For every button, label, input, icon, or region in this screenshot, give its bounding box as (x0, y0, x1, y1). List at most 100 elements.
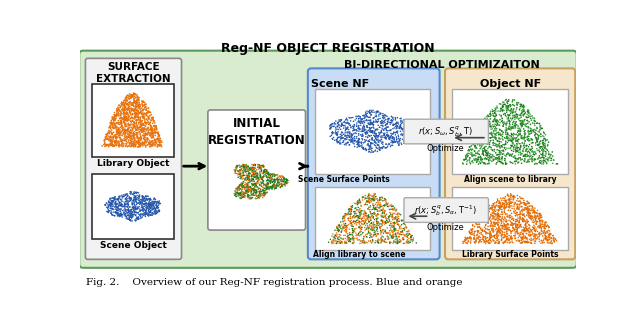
Point (154, 208, 164, 213)
Point (152, 203, 162, 208)
Point (376, 224, 387, 229)
Point (250, 174, 260, 180)
Point (377, 126, 387, 131)
Point (521, 143, 531, 148)
Point (519, 207, 529, 212)
Point (471, 222, 481, 227)
Point (132, 95, 142, 100)
Point (252, 173, 262, 178)
Point (482, 132, 492, 137)
Point (498, 201, 508, 206)
Point (140, 137, 150, 142)
Point (147, 211, 157, 216)
Point (461, 237, 471, 242)
Point (396, 229, 406, 234)
Point (380, 198, 390, 203)
Point (497, 104, 508, 109)
Point (145, 212, 156, 217)
Point (365, 199, 375, 204)
Point (364, 225, 374, 230)
Point (349, 131, 359, 136)
Point (500, 205, 510, 211)
Point (501, 136, 511, 141)
Point (499, 100, 509, 105)
Point (525, 210, 535, 215)
Point (354, 123, 364, 128)
Point (249, 185, 259, 191)
Point (500, 142, 511, 147)
Point (131, 103, 141, 109)
Point (121, 204, 131, 209)
Point (113, 210, 123, 215)
Point (374, 125, 385, 130)
Point (145, 208, 156, 213)
Point (154, 139, 164, 144)
Point (372, 225, 382, 230)
Point (102, 209, 112, 214)
Point (365, 209, 375, 215)
Point (537, 155, 547, 160)
Point (249, 170, 259, 175)
Point (154, 140, 164, 145)
Point (389, 215, 399, 221)
Point (357, 116, 367, 122)
Point (101, 132, 111, 138)
Point (464, 157, 474, 162)
Point (493, 200, 504, 206)
Point (521, 231, 531, 236)
Point (259, 191, 269, 196)
Point (368, 123, 378, 128)
Point (127, 209, 137, 215)
Point (141, 194, 151, 199)
Point (472, 232, 483, 237)
Point (515, 126, 525, 131)
Point (389, 211, 399, 216)
Point (261, 186, 271, 191)
Point (493, 199, 503, 204)
Point (152, 136, 162, 141)
Point (115, 214, 125, 219)
Point (349, 227, 360, 232)
Point (351, 220, 361, 225)
Point (513, 204, 523, 210)
Point (127, 93, 138, 98)
Point (364, 110, 374, 115)
Point (504, 201, 515, 206)
Point (372, 203, 382, 208)
Point (345, 237, 355, 242)
Point (127, 192, 138, 197)
Point (527, 144, 537, 149)
Point (488, 238, 499, 243)
Point (341, 141, 351, 146)
Point (460, 235, 470, 240)
Point (380, 131, 390, 136)
Point (341, 142, 351, 148)
Point (246, 173, 257, 179)
Point (147, 207, 157, 212)
Point (503, 115, 513, 120)
Point (384, 141, 394, 146)
Point (532, 148, 543, 153)
Point (135, 102, 145, 107)
Point (490, 141, 500, 146)
Point (479, 118, 489, 123)
Point (113, 198, 124, 203)
Point (388, 140, 398, 145)
Point (138, 104, 148, 109)
Point (122, 141, 132, 146)
Point (349, 209, 359, 214)
Point (147, 128, 157, 133)
Point (362, 131, 372, 136)
Point (352, 215, 362, 220)
Point (123, 196, 133, 201)
Point (502, 98, 513, 104)
Point (540, 221, 550, 227)
Point (388, 116, 399, 122)
Point (524, 138, 534, 143)
Point (396, 232, 406, 237)
Point (383, 134, 393, 139)
Point (141, 203, 152, 208)
Point (525, 230, 535, 235)
Point (124, 209, 134, 214)
Point (510, 153, 520, 158)
